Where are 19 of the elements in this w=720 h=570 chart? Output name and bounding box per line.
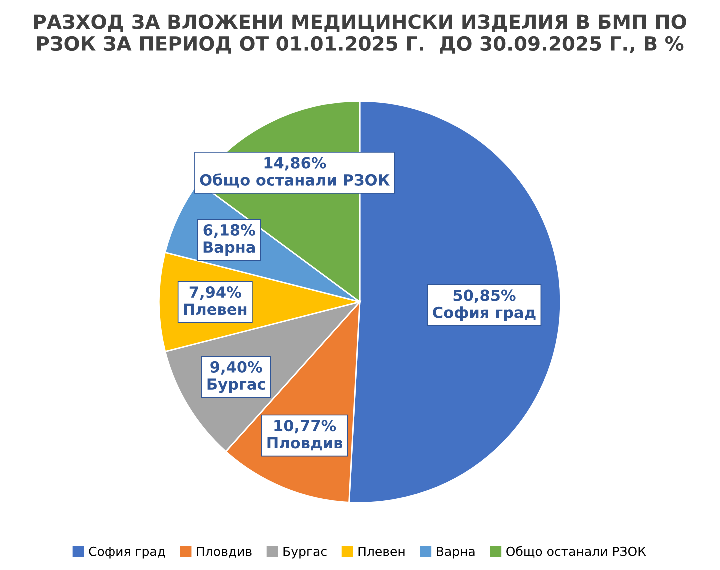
slice-label: Плевен [184,304,247,316]
slice-label: Общо останали РЗОК [200,174,390,188]
data-label: 6,18% [204,224,256,238]
legend-label: Варна [437,547,475,559]
slice-label: Бургас [208,378,266,394]
data-label: 9,40% [210,361,262,375]
slice-label: София град [433,306,536,322]
legend-label: Общо останали РЗОК [506,546,646,558]
legend-label: Пловдив [197,547,252,558]
legend-label: София град [89,546,166,559]
data-label: 7,94% [190,286,242,300]
legend-label: Бургас [284,547,327,559]
chart-title: РАЗХОД ЗА ВЛОЖЕНИ МЕДИЦИНСКИ ИЗДЕЛИЯ В БМП ПО РЗОК ЗА ПЕРИОД ОТ 01.01.2025 Г. ДО 30.09.2025 Г., В % [34,14,686,54]
data-label: 10,77% [274,420,336,434]
data-label: 14,86% [264,157,326,171]
data-label: 50,85% [454,290,516,304]
slice-label: Варна [204,242,256,256]
slice-label: Пловдив [268,437,343,451]
legend-label: Плевен [358,547,405,556]
